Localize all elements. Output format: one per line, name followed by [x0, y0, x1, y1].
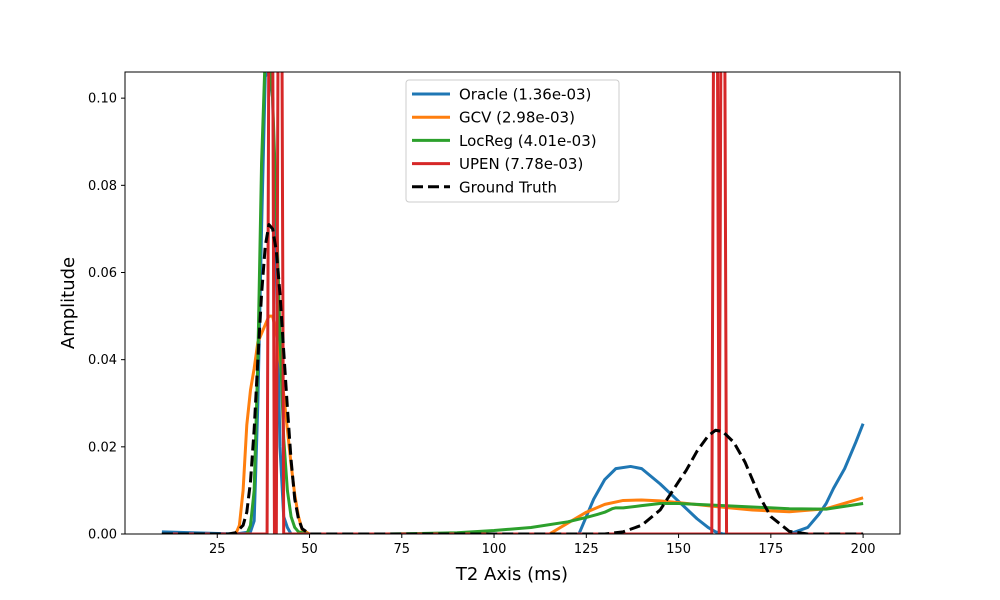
x-tick-label: 25	[209, 542, 226, 557]
x-axis-ticks: 25 50 75 100 125 150 175 200	[209, 534, 876, 557]
y-axis-ticks: 0.00 0.02 0.04 0.06 0.08 0.10	[88, 92, 125, 543]
x-tick-label: 200	[851, 542, 876, 557]
y-axis-label: Amplitude	[58, 257, 79, 349]
x-tick-label: 75	[394, 542, 411, 557]
legend-label: Oracle (1.36e-03)	[459, 86, 591, 104]
x-tick-label: 175	[758, 542, 783, 557]
legend-label: Ground Truth	[459, 178, 557, 196]
y-tick-label: 0.00	[88, 528, 117, 543]
x-axis-label: T2 Axis (ms)	[455, 564, 568, 585]
series-line-4	[161, 223, 864, 534]
legend: Oracle (1.36e-03) GCV (2.98e-03) LocReg (4…	[405, 79, 620, 203]
x-tick-label: 125	[574, 542, 599, 557]
legend-label: UPEN (7.78e-03)	[459, 155, 583, 173]
legend-label: LocReg (4.01e-03)	[459, 132, 597, 150]
x-tick-label: 50	[301, 542, 318, 557]
y-tick-label: 0.06	[88, 266, 117, 281]
y-tick-label: 0.04	[88, 353, 117, 368]
legend-label: GCV (2.98e-03)	[459, 109, 575, 127]
y-tick-label: 0.08	[88, 179, 117, 194]
x-tick-label: 100	[482, 542, 507, 557]
x-tick-label: 150	[666, 542, 691, 557]
y-tick-label: 0.10	[88, 92, 117, 107]
legend-box	[405, 79, 620, 203]
plot-frame	[124, 71, 901, 535]
y-tick-label: 0.02	[88, 440, 117, 455]
